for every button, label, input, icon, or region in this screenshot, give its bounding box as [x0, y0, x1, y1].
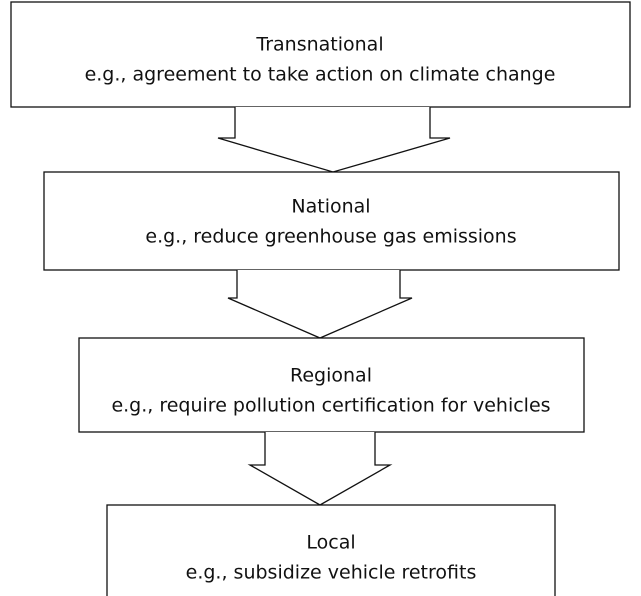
level-box: [43, 171, 620, 271]
level-example: e.g., require pollution certification fo…: [111, 395, 550, 417]
arrow: [227, 270, 413, 339]
level-box: [106, 504, 556, 596]
level-example: e.g., reduce greenhouse gas emissions: [145, 226, 516, 248]
arrow: [217, 107, 451, 173]
level-box: [78, 337, 585, 433]
level-box: [10, 1, 631, 108]
arrow: [247, 432, 393, 506]
level-title: National: [291, 196, 370, 218]
level-title: Regional: [290, 365, 372, 387]
level-example: e.g., subsidize vehicle retrofits: [186, 562, 477, 584]
level-example: e.g., agreement to take action on climat…: [85, 64, 556, 86]
level-title: Local: [306, 532, 355, 554]
level-title: Transnational: [255, 34, 383, 56]
